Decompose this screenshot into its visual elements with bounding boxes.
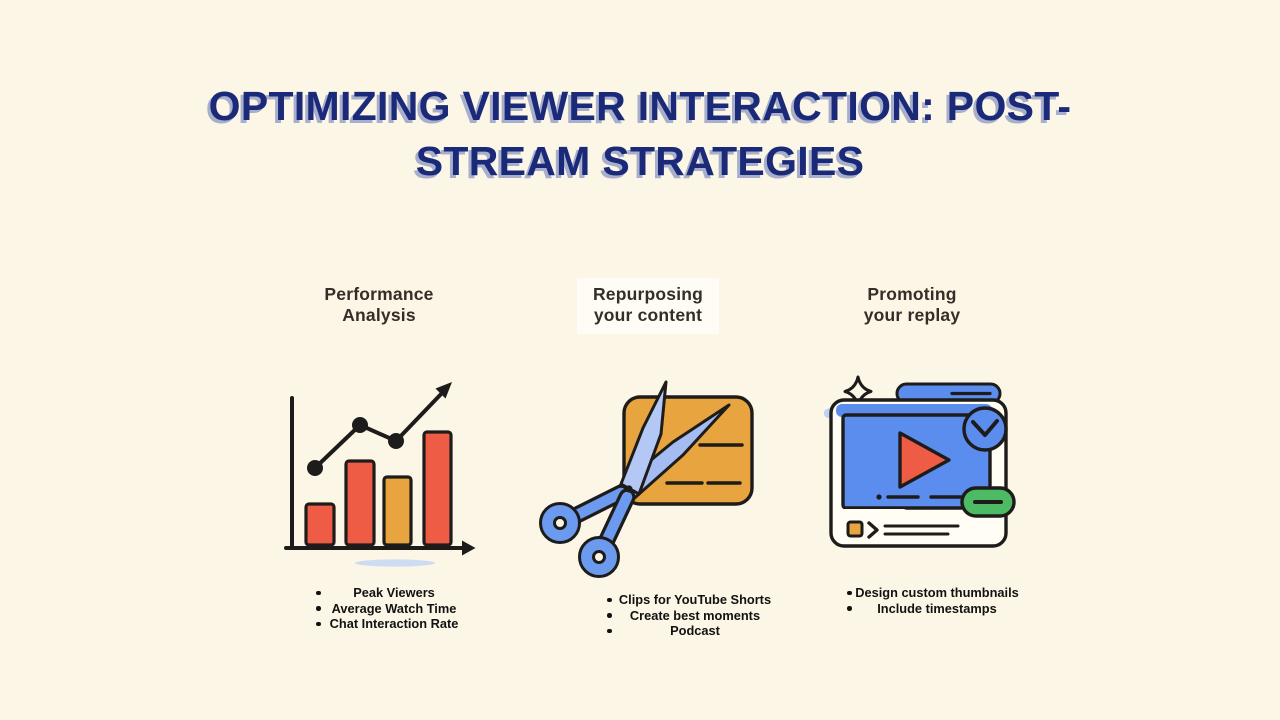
bullet-list-repurposing: Clips for YouTube Shorts Create best mom… (597, 592, 793, 639)
bullet-text: Clips for YouTube Shorts (618, 592, 772, 607)
bullet-text: Include timestamps (877, 600, 997, 616)
bullet-text: Create best moments (629, 607, 761, 623)
bullet-text: Podcast (670, 623, 720, 639)
bullet-text: Chat Interaction Rate (329, 616, 459, 632)
video-player-icon (822, 372, 1022, 562)
list-item: Create best moments (597, 608, 793, 624)
slide-title-line1: OPTIMIZING VIEWER INTERACTION: POST- (208, 83, 1072, 130)
column-header-label: Performance Analysis (324, 283, 434, 325)
column-header-promoting-replay: Promoting your replay (787, 284, 1037, 326)
bullet-text: Peak Viewers (353, 585, 435, 600)
column-header-repurposing-content: Repurposing your content (523, 277, 773, 334)
list-item: Chat Interaction Rate (300, 616, 488, 632)
bullet-list-promoting: Design custom thumbnails Include timesta… (837, 585, 1037, 616)
list-item: Design custom thumbnails (837, 585, 1037, 601)
slide-title: OPTIMIZING VIEWER INTERACTION: POST- STR… (0, 79, 1280, 189)
column-header-label: Promoting your replay (863, 283, 961, 325)
list-item: Clips for YouTube Shorts (597, 592, 793, 608)
bar-chart-growth-icon (282, 372, 477, 575)
scissors-cutting-card-icon (533, 376, 763, 591)
bullet-text: Design custom thumbnails (855, 585, 1019, 600)
list-item: Include timestamps (837, 601, 1037, 617)
list-item: Average Watch Time (300, 601, 488, 617)
column-header-performance-analysis: Performance Analysis (254, 284, 504, 326)
list-item: Podcast (597, 623, 793, 639)
slide-title-line2: STREAM STRATEGIES (415, 138, 865, 185)
list-item: Peak Viewers (300, 585, 488, 601)
column-header-label: Repurposing your content (576, 277, 720, 334)
bullet-text: Average Watch Time (331, 600, 457, 616)
bullet-list-performance: Peak Viewers Average Watch Time Chat Int… (300, 585, 488, 632)
